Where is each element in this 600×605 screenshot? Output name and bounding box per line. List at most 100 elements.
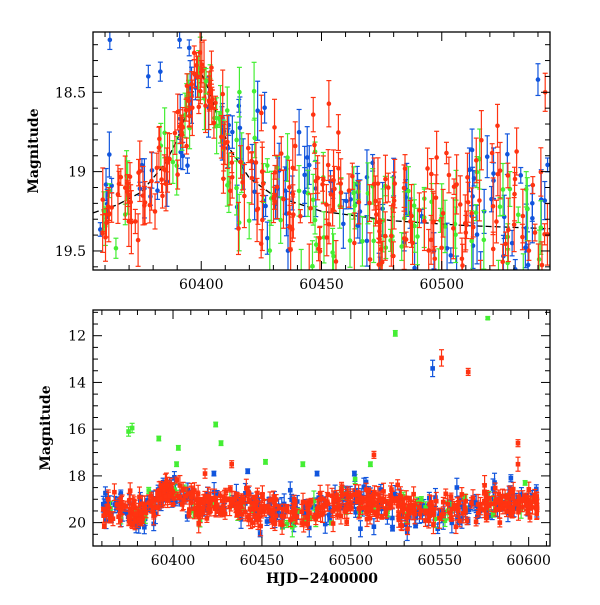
x-tick-label: 60400 — [179, 277, 224, 293]
data-point-red — [371, 451, 376, 458]
data-point-blue — [344, 193, 349, 209]
data-point-green — [113, 238, 118, 258]
data-point-red — [278, 520, 283, 526]
data-point-red — [223, 488, 228, 494]
data-point-blue — [530, 194, 535, 243]
data-point-blue — [187, 40, 192, 56]
data-point-red — [115, 165, 120, 223]
data-point-green — [174, 462, 179, 467]
data-point-red — [252, 296, 257, 311]
data-point-blue — [448, 248, 453, 263]
data-point-green — [278, 197, 283, 243]
data-point-red — [545, 204, 550, 266]
data-point-red — [336, 115, 341, 151]
data-point-blue — [323, 515, 328, 533]
data-point-blue — [148, 188, 153, 205]
data-point-green — [297, 166, 302, 217]
data-point-red — [259, 95, 264, 131]
data-point-red — [326, 81, 331, 127]
data-point-blue — [545, 158, 550, 172]
data-point-red — [128, 483, 133, 499]
data-point-red — [370, 276, 375, 338]
data-point-blue — [470, 129, 475, 171]
data-point-red — [352, 213, 357, 273]
data-point-green — [247, 203, 252, 239]
data-point-red — [429, 159, 434, 190]
data-point-green — [214, 98, 219, 154]
data-point-red — [426, 229, 431, 271]
data-point-green — [496, 260, 501, 288]
data-point-red — [238, 146, 243, 179]
data-point-blue — [352, 471, 357, 476]
data-point-red — [352, 295, 357, 331]
data-point-red — [137, 517, 142, 523]
data-point-green — [540, 273, 545, 297]
data-point-red — [515, 457, 520, 471]
y-tick-label: 20 — [68, 516, 86, 532]
data-point-red — [102, 524, 107, 529]
data-point-green — [485, 316, 490, 321]
data-point-green — [516, 207, 521, 223]
data-point-red — [486, 270, 491, 294]
y-tick-label: 16 — [68, 422, 86, 438]
x-tick-label: 60450 — [299, 277, 344, 293]
data-point-green — [473, 205, 478, 221]
data-point-blue — [364, 150, 369, 205]
data-point-red — [409, 185, 414, 248]
data-point-red — [255, 178, 260, 241]
data-point-blue — [107, 132, 112, 177]
data-point-blue — [315, 471, 320, 476]
data-point-blue — [107, 30, 112, 49]
data-point-blue — [245, 469, 250, 474]
data-point-red — [276, 505, 281, 510]
data-point-blue — [185, 158, 190, 173]
data-point-red — [446, 157, 451, 193]
y-tick-label: 14 — [68, 375, 86, 391]
data-point-red — [506, 198, 511, 261]
data-point-blue — [478, 252, 483, 295]
data-point-blue — [485, 136, 490, 178]
data-point-blue — [230, 116, 235, 148]
data-point-red — [160, 184, 165, 208]
data-point-green — [176, 446, 181, 451]
data-point-red — [321, 156, 326, 204]
data-point-blue — [358, 521, 363, 537]
x-tick-label: 60400 — [151, 553, 196, 569]
data-point-green — [265, 159, 270, 173]
data-point-green — [347, 214, 352, 267]
data-point-red — [497, 518, 502, 527]
y-tick-label: 12 — [68, 329, 86, 345]
data-point-red — [246, 491, 251, 496]
data-point-red — [307, 244, 312, 303]
data-point-red — [203, 469, 208, 478]
data-point-red — [311, 97, 316, 131]
top-plot-area — [93, 28, 550, 340]
data-point-red — [422, 192, 427, 251]
x-tick-label: 60600 — [506, 553, 551, 569]
data-point-red — [425, 148, 430, 189]
data-point-green — [419, 497, 424, 503]
data-point-red — [299, 520, 304, 526]
data-point-red — [515, 440, 520, 447]
data-point-red — [270, 508, 275, 514]
data-point-red — [520, 189, 525, 243]
y-tick-label: 19 — [68, 165, 86, 181]
data-point-blue — [430, 360, 435, 376]
data-point-red — [446, 296, 451, 340]
top-y-axis-label: Magnitude — [26, 108, 42, 193]
y-tick-label: 18.5 — [55, 85, 86, 101]
data-point-blue — [297, 109, 302, 154]
data-point-red — [466, 368, 471, 375]
data-point-green — [267, 220, 272, 280]
data-point-red — [137, 141, 142, 201]
data-point-red — [249, 153, 254, 170]
data-point-green — [368, 462, 373, 467]
data-point-red — [439, 350, 444, 366]
data-point-blue — [456, 290, 461, 326]
data-point-red — [536, 244, 541, 303]
data-point-red — [495, 104, 500, 147]
data-point-green — [156, 436, 161, 441]
data-point-red — [452, 503, 457, 508]
